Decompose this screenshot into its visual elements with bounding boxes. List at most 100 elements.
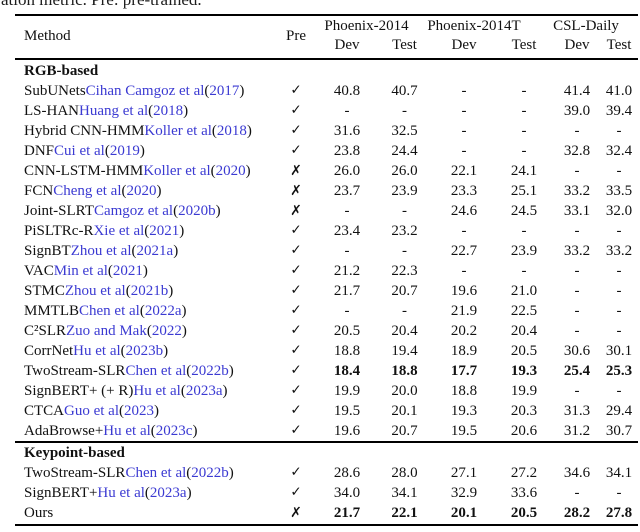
metric-value: - [616, 382, 622, 399]
table-row: TwoStream-SLR Chen et al (2022b) ✓ 18.4 18.… [15, 361, 638, 381]
citation-link[interactable]: Hu et al [97, 484, 145, 501]
caption-fragment: ation metric. Pre: pre-trained. [1, 0, 640, 9]
citation-year-link[interactable]: 2023a [185, 382, 223, 399]
citation-link[interactable]: Chen et al [125, 464, 187, 481]
metric-value: - [461, 122, 467, 139]
citation-link[interactable]: Chen et al [79, 302, 140, 319]
citation-year-link[interactable]: 2023a [149, 484, 187, 501]
citation-link[interactable]: Zuo and Mak [66, 322, 147, 339]
table-row: Hybrid CNN-HMM Koller et al (2018) ✓ 31.6 3… [15, 121, 638, 141]
citation-link[interactable]: Cihan Camgoz et al [85, 82, 205, 99]
method-cell: SignBERT+ Hu et al (2023a) [15, 483, 273, 503]
citation-year-link[interactable]: 2021a [136, 242, 174, 259]
method-name: SignBT [24, 242, 71, 259]
citation-year-link[interactable]: 2022b [191, 464, 229, 481]
metric-value: - [521, 102, 527, 119]
citation-paren: ) [239, 82, 245, 99]
metric-value: 25.4 [563, 362, 591, 379]
citation-year-link[interactable]: 2021b [130, 282, 169, 299]
citation-link[interactable]: Xie et al [93, 222, 145, 239]
citation-link[interactable]: Koller et al [143, 162, 211, 179]
metric-value: 34.0 [333, 484, 361, 501]
metric-value: 18.8 [333, 342, 361, 359]
citation-year-link[interactable]: 2020 [215, 162, 246, 179]
citation-link[interactable]: Cui et al [54, 142, 105, 159]
citation-link[interactable]: Koller et al [144, 122, 212, 139]
citation-link[interactable]: Huang et al [79, 102, 149, 119]
method-cell: CorrNet Hu et al (2023b) [15, 341, 273, 361]
citation-link[interactable]: Hu et al [133, 382, 181, 399]
citation-year-link[interactable]: 2022 [151, 322, 182, 339]
method-name: AdaBrowse+ [24, 422, 104, 439]
method-name: SignBERT+ (+ R) [24, 382, 134, 399]
citation-year-link[interactable]: 2022a [144, 302, 182, 319]
citation-paren: ) [186, 484, 192, 501]
metric-value: - [574, 484, 580, 501]
pretrained-cell: ✓ [273, 281, 319, 301]
metric-value: - [461, 222, 467, 239]
citation-link[interactable]: Min et al [53, 262, 108, 279]
metric-value: 21.9 [450, 302, 478, 319]
metric-value: 41.0 [605, 82, 633, 99]
table-row: SubUNets Cihan Camgoz et al (2017) ✓ 40.8 4… [15, 81, 638, 101]
metric-value: 19.3 [450, 402, 478, 419]
pretrained-cell: ✓ [273, 301, 319, 321]
method-cell: DNF Cui et al (2019) [15, 141, 273, 161]
citation-year-link[interactable]: 2020b [178, 202, 216, 219]
method-name: Joint-SLRT [24, 202, 94, 219]
not-pretrained-cross-icon: ✗ [290, 183, 302, 199]
citation-link[interactable]: Zhou et al [70, 242, 132, 259]
citation-year-link[interactable]: 2021 [149, 222, 180, 239]
citation-link[interactable]: Hu et al [73, 342, 121, 359]
citation-paren: ( [186, 362, 192, 379]
citation-link[interactable]: Guo et al [64, 402, 119, 419]
table-row: Joint-SLRT Camgoz et al (2020b) ✗ - - 24.6 24… [15, 201, 638, 221]
citation-year-link[interactable]: 2023c [155, 422, 193, 439]
method-name: STMC [24, 282, 65, 299]
metric-value: 31.3 [563, 402, 591, 419]
column-subheader-csldaily-dev: Dev [564, 37, 590, 53]
method-cell: TwoStream-SLR Chen et al (2022b) [15, 361, 273, 381]
metric-value: 28.0 [391, 464, 418, 481]
citation-link[interactable]: Cheng et al [53, 182, 122, 199]
metric-value: 22.7 [450, 242, 478, 259]
metric-value: 18.4 [333, 362, 361, 379]
citation-year-link[interactable]: 2019 [109, 142, 140, 159]
method-cell: SignBERT+ (+ R) Hu et al (2023a) [15, 381, 273, 401]
citation-year-link[interactable]: 2021 [112, 262, 143, 279]
citation-link[interactable]: Hu et al [103, 422, 151, 439]
metric-value: 19.9 [333, 382, 361, 399]
pretrained-cell: ✓ [273, 421, 319, 441]
metric-value: - [616, 322, 622, 339]
metric-value: 19.5 [450, 422, 478, 439]
metric-value: 28.2 [563, 504, 591, 521]
citation-paren: ( [119, 402, 124, 419]
pretrained-check-icon: ✓ [290, 422, 302, 439]
citation-year-link[interactable]: 2017 [209, 82, 240, 99]
method-name: TwoStream-SLR [24, 464, 126, 481]
citation-paren: ( [139, 302, 145, 319]
metric-value: - [521, 222, 527, 239]
citation-link[interactable]: Camgoz et al [93, 202, 174, 219]
metric-value: 22.1 [450, 162, 478, 179]
citation-year-link[interactable]: 2020 [126, 182, 157, 199]
citation-paren: ) [179, 222, 185, 239]
metric-value: - [616, 262, 622, 279]
citation-link[interactable]: Zhou et al [64, 282, 126, 299]
citation-link[interactable]: Chen et al [125, 362, 187, 379]
metric-value: 34.6 [563, 464, 591, 481]
citation-year-link[interactable]: 2018 [216, 122, 247, 139]
citation-year-link[interactable]: 2023b [125, 342, 164, 359]
pretrained-cell: ✓ [273, 321, 319, 341]
citation-paren: ( [104, 142, 110, 159]
metric-value: 41.4 [563, 82, 591, 99]
citation-year-link[interactable]: 2022b [191, 362, 229, 379]
metric-value: 40.8 [333, 82, 361, 99]
citation-paren: ) [245, 162, 251, 179]
citation-year-link[interactable]: 2023 [124, 402, 154, 419]
metric-value: 18.9 [450, 342, 478, 359]
section-title: RGB-based [24, 62, 99, 79]
metric-value: 32.8 [563, 142, 591, 159]
citation-year-link[interactable]: 2018 [153, 102, 184, 119]
caption-text: ation metric. Pre: pre-trained. [1, 0, 640, 8]
